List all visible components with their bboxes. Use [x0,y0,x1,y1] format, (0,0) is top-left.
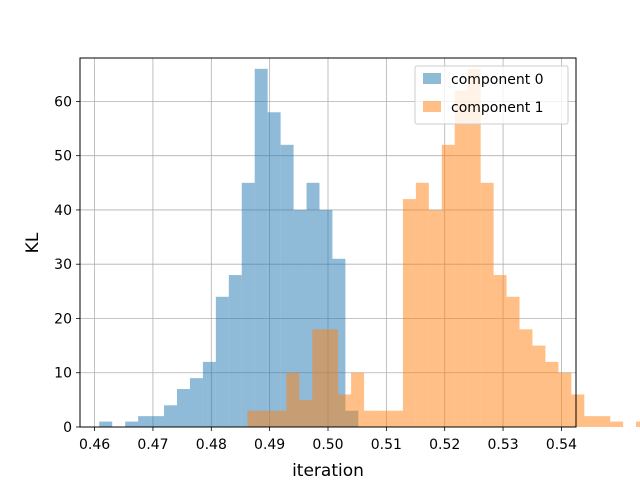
histogram-bar [202,361,216,427]
histogram-bar [260,410,274,427]
histogram-bar [138,416,152,427]
histogram-bar [364,410,378,427]
x-tick-label: 0.48 [196,437,227,453]
histogram-bar [377,410,390,427]
histogram-bar [99,421,113,427]
histogram-bar [454,90,468,427]
histogram-bar [299,399,313,427]
histogram-bar [389,410,403,427]
histogram-bar [151,416,165,427]
histogram-bar [506,296,520,427]
histogram-bar [584,416,598,427]
legend-swatch-component-1 [423,101,441,112]
histogram-bar [610,421,624,427]
histogram-bar [545,361,559,427]
histogram-bar [493,275,507,427]
histogram-bar [189,378,203,427]
histogram-bar [571,394,585,427]
histogram-bar [273,410,287,427]
histogram-bar [351,372,365,427]
histogram-bar [532,345,546,427]
x-tick-label: 0.52 [429,437,460,453]
histogram-bar [428,209,442,427]
histogram-bar [636,421,640,427]
histogram-bar [558,372,572,427]
x-tick-label: 0.51 [371,437,402,453]
y-tick-label: 60 [54,94,72,110]
x-axis-label: iteration [292,461,364,480]
series-0-bars [99,68,359,428]
histogram-bar [176,389,190,427]
legend-label-component-1: component 1 [451,100,544,116]
histogram-bar [312,329,326,427]
y-tick-label: 50 [54,149,72,165]
legend-label-component-0: component 0 [451,72,544,88]
y-tick-label: 10 [54,366,72,382]
histogram-bar [286,372,300,427]
histogram-bar [415,182,429,427]
y-axis-label: KL [23,232,43,253]
legend-swatch-component-0 [423,73,441,84]
y-tick-label: 40 [54,203,72,219]
histogram-bar [241,182,255,427]
series-1-bars [247,68,640,428]
histogram-bar [467,68,481,428]
histogram-bar [247,410,261,427]
x-tick-label: 0.47 [137,437,168,453]
histogram-bar [215,296,229,427]
legend-box [414,65,569,125]
histogram-bar [125,421,139,427]
histogram-bar [254,68,268,428]
bars-layer [99,68,640,428]
ticks-layer: 0.46 0.47 0.48 0.49 0.50 0.51 0.52 0.53 0.54 0 10 2… [54,94,577,453]
histogram-bar [402,199,416,427]
x-tick-label: 0.53 [487,437,518,453]
histogram-bar [267,112,281,427]
histogram-bar [164,405,177,427]
x-tick-label: 0.54 [546,437,577,453]
histogram-bar [597,416,611,427]
x-tick-label: 0.50 [312,437,343,453]
y-tick-label: 0 [63,420,72,436]
y-tick-label: 30 [54,257,72,273]
histogram-bar [325,329,339,427]
histogram-bar [441,144,455,427]
legend: component 0 component 1 [414,65,569,125]
histogram-bar [228,275,242,427]
histogram-bar [480,182,494,427]
histogram-bar [280,144,294,427]
x-tick-label: 0.49 [254,437,285,453]
histogram-bar [338,394,352,427]
x-tick-label: 0.46 [79,437,110,453]
y-tick-label: 20 [54,311,72,327]
histogram-bar [519,329,533,427]
